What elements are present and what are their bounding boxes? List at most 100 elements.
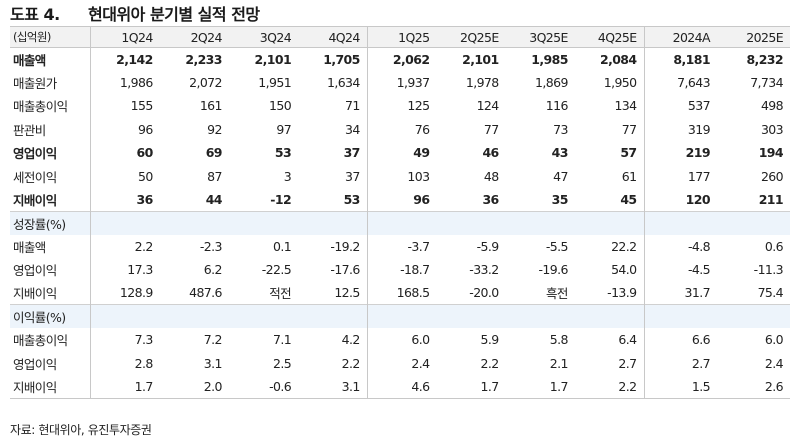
cell-value: -3.7 bbox=[407, 238, 430, 254]
cell-value: 2,233 bbox=[185, 51, 222, 67]
cell-value: 45 bbox=[574, 187, 645, 212]
cell-value: 2.7 bbox=[574, 351, 645, 375]
cell-value: -4.5 bbox=[687, 262, 711, 278]
cell-value: 4.2 bbox=[298, 328, 368, 352]
cell-value: 7,734 bbox=[750, 75, 783, 91]
section-label: 성장률(%) bbox=[10, 210, 92, 235]
cell-value: 17.3 bbox=[127, 262, 153, 278]
table-row: 매출액 2.2 -2.3 0.1 -19.2 -3.7 -5.9 -5.5 22.2 -4.8 0.… bbox=[10, 234, 790, 259]
cell-value: 36 bbox=[482, 191, 499, 207]
cell-value: -18.7 bbox=[400, 262, 430, 278]
cell-value: 6.4 bbox=[574, 328, 645, 352]
table-row: 지배이익 128.9 487.6 적전 12.5 168.5 -20.0 흑전 -13.9 31.… bbox=[10, 281, 790, 305]
cell-value: 2.7 bbox=[691, 355, 711, 371]
figure-title-text: 현대위아 분기별 실적 전망 bbox=[88, 5, 260, 24]
cell-value: 6.2 bbox=[203, 262, 223, 278]
row-label: 세전이익 bbox=[10, 164, 92, 188]
column-header: 3Q24 bbox=[228, 26, 299, 48]
cell-value: 61 bbox=[574, 164, 645, 188]
cell-value: 96 bbox=[413, 191, 430, 207]
cell-value: 54.0 bbox=[574, 258, 645, 282]
cell-value: 2.2 bbox=[574, 374, 645, 399]
cell-value: 50 bbox=[137, 168, 153, 184]
cell-value: 2.2 bbox=[298, 351, 368, 375]
cell-value: 6.0 bbox=[411, 332, 430, 348]
row-label: 매출총이익 bbox=[10, 328, 92, 352]
table-row: 매출원가 1,986 2,072 1,951 1,634 1,937 1,978 1,869 1… bbox=[10, 70, 790, 95]
section-cell bbox=[574, 210, 645, 235]
cell-value: 1,634 bbox=[298, 70, 368, 95]
cell-value: 3.1 bbox=[203, 355, 223, 371]
section-cell bbox=[505, 210, 575, 235]
section-cell bbox=[436, 304, 506, 329]
cell-value: 2.4 bbox=[764, 355, 784, 371]
row-label: 지배이익 bbox=[10, 374, 92, 399]
cell-value: 12.5 bbox=[298, 281, 368, 305]
source-note: 자료: 현대위아, 유진투자증권 bbox=[10, 423, 152, 437]
section-cell bbox=[159, 210, 229, 235]
section-cell bbox=[716, 210, 790, 235]
column-header: 2Q25E bbox=[436, 26, 506, 48]
section-cell bbox=[228, 304, 299, 329]
cell-value: 303 bbox=[760, 121, 784, 137]
table-row: 영업이익 60 69 53 37 49 46 43 57 219 194 bbox=[10, 141, 790, 165]
table-row: 세전이익 50 87 3 37 103 48 47 61 177 260 bbox=[10, 164, 790, 188]
column-header: 1Q25 bbox=[367, 26, 437, 48]
column-header: 2025E bbox=[716, 26, 790, 48]
cell-value: 2,101 bbox=[462, 51, 499, 67]
section-header-row: 이익률(%) bbox=[10, 304, 790, 329]
cell-value: 77 bbox=[574, 117, 645, 142]
cell-value: 1,937 bbox=[396, 75, 430, 91]
cell-value: 92 bbox=[207, 121, 222, 137]
figure-number: 도표 4. bbox=[10, 5, 60, 24]
cell-value: 60 bbox=[136, 145, 154, 161]
cell-value: 5.8 bbox=[549, 332, 569, 348]
cell-value: 2.1 bbox=[549, 355, 569, 371]
cell-value: 2.2 bbox=[134, 238, 154, 254]
cell-value: -20.0 bbox=[469, 285, 499, 301]
cell-value: 2,084 bbox=[574, 47, 645, 71]
cell-value: -11.3 bbox=[753, 262, 784, 278]
row-label: 영업이익 bbox=[10, 351, 92, 375]
cell-value: 537 bbox=[687, 98, 711, 114]
column-header: 2Q24 bbox=[159, 26, 229, 48]
cell-value: 2,062 bbox=[392, 51, 430, 67]
cell-value: 6.6 bbox=[691, 332, 711, 348]
cell-value: 0.6 bbox=[764, 238, 784, 254]
cell-value: 48 bbox=[483, 168, 499, 184]
section-cell bbox=[90, 210, 160, 235]
cell-value: -0.6 bbox=[228, 374, 299, 399]
cell-value: -33.2 bbox=[469, 262, 499, 278]
column-header: 3Q25E bbox=[505, 26, 575, 48]
column-header: 4Q25E bbox=[574, 26, 645, 48]
cell-value: 1.7 bbox=[505, 374, 575, 399]
cell-value: 211 bbox=[758, 191, 784, 207]
row-label: 영업이익 bbox=[10, 141, 92, 165]
cell-value: -22.5 bbox=[261, 262, 292, 278]
cell-value: 흑전 bbox=[546, 286, 568, 302]
table-row: 매출액 2,142 2,233 2,101 1,705 2,062 2,101 1,985 2,… bbox=[10, 47, 790, 71]
cell-value: 73 bbox=[553, 121, 568, 137]
cell-value: 8,232 bbox=[746, 51, 783, 67]
section-cell bbox=[298, 210, 368, 235]
row-label: 매출원가 bbox=[10, 70, 92, 95]
section-label: 이익률(%) bbox=[10, 304, 92, 329]
cell-value: 37 bbox=[298, 164, 368, 188]
cell-value: -17.6 bbox=[298, 258, 368, 282]
row-label: 지배이익 bbox=[10, 187, 92, 212]
section-cell bbox=[644, 304, 717, 329]
cell-value: 적전 bbox=[269, 286, 292, 302]
cell-value: 7.2 bbox=[203, 332, 223, 348]
cell-value: 8,181 bbox=[673, 51, 710, 67]
section-cell bbox=[574, 304, 645, 329]
cell-value: 7.1 bbox=[272, 332, 292, 348]
section-cell bbox=[90, 304, 160, 329]
cell-value: 1.5 bbox=[644, 374, 717, 399]
cell-value: 43 bbox=[551, 145, 569, 161]
unit-label: (십억원) bbox=[10, 26, 92, 48]
cell-value: 120 bbox=[685, 191, 711, 207]
row-label: 매출액 bbox=[10, 47, 92, 71]
section-cell bbox=[228, 210, 299, 235]
cell-value: 2.5 bbox=[272, 355, 292, 371]
earnings-forecast-table: (십억원) 1Q24 2Q24 3Q24 4Q24 1Q25 2Q25E 3Q25E 4Q25E… bbox=[10, 26, 790, 399]
